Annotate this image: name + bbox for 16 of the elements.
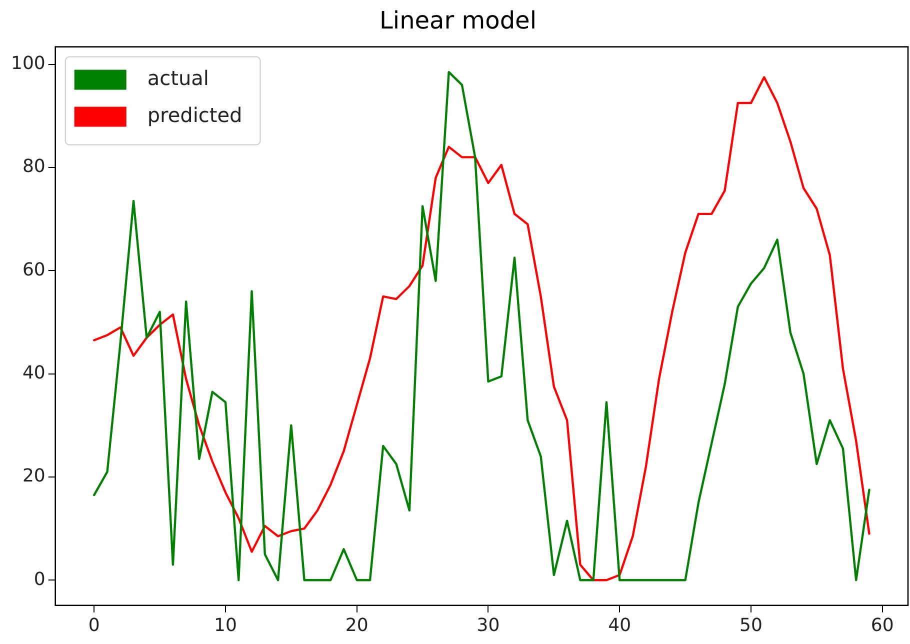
legend-label: predicted	[147, 103, 242, 128]
y-tick-label: 80	[22, 156, 46, 178]
x-tick-label: 50	[740, 614, 762, 636]
x-tick-label: 60	[870, 614, 894, 636]
y-tick-label: 100	[10, 53, 46, 74]
legend-label: actual	[147, 66, 209, 90]
y-tick-label: 20	[22, 466, 46, 487]
x-tick-label: 0	[88, 614, 100, 636]
chart-title: Linear model	[380, 6, 536, 35]
x-tick-label: 40	[608, 614, 632, 636]
x-tick-label: 10	[214, 614, 237, 636]
x-tick-label: 20	[345, 614, 368, 636]
y-tick-label: 0	[34, 568, 46, 590]
y-tick-label: 60	[22, 259, 46, 280]
x-tick-label: 30	[476, 614, 500, 636]
y-tick-label: 40	[22, 362, 46, 384]
